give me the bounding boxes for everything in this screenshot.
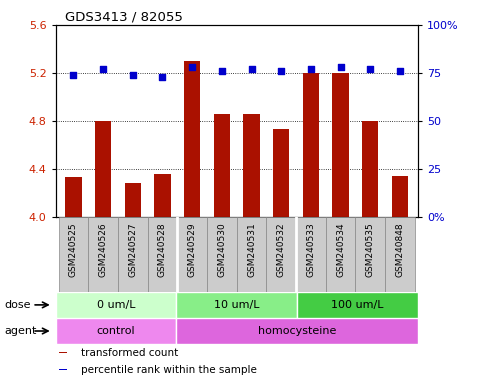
Point [158,74,166,80]
Text: GSM240533: GSM240533 [306,222,315,277]
Bar [392,176,408,217]
Bar [273,129,289,217]
Point [218,68,226,74]
Bar [213,114,230,217]
Bar [95,121,111,217]
Bar [59,369,67,371]
Text: 0 um/L: 0 um/L [97,300,135,310]
Bar [56,292,176,318]
Text: dose: dose [5,300,31,310]
Bar [303,73,319,217]
Text: GSM240848: GSM240848 [396,222,404,277]
Text: GSM240530: GSM240530 [217,222,227,277]
Bar [56,318,176,344]
Bar [385,217,415,292]
Bar [176,292,297,318]
Text: GDS3413 / 82055: GDS3413 / 82055 [65,10,183,23]
Bar [237,217,266,292]
Text: GSM240526: GSM240526 [99,222,108,277]
Bar [362,121,379,217]
Text: homocysteine: homocysteine [258,326,336,336]
Point [277,68,285,74]
Bar [65,177,82,217]
Text: agent: agent [5,326,37,336]
Point [337,64,344,70]
Bar [332,73,349,217]
Bar [326,217,355,292]
Text: 10 um/L: 10 um/L [214,300,259,310]
Point [367,66,374,72]
Bar [184,61,200,217]
Bar [88,217,118,292]
Bar [266,217,296,292]
Bar [176,318,418,344]
Point [99,66,107,72]
Bar [355,217,385,292]
Bar [296,217,326,292]
Text: GSM240532: GSM240532 [277,222,286,277]
Text: GSM240535: GSM240535 [366,222,375,277]
Text: transformed count: transformed count [81,348,178,358]
Text: 100 um/L: 100 um/L [331,300,384,310]
Bar [297,292,418,318]
Text: GSM240528: GSM240528 [158,222,167,277]
Text: GSM240531: GSM240531 [247,222,256,277]
Bar [148,217,177,292]
Point [396,68,404,74]
Bar [58,217,88,292]
Bar [177,217,207,292]
Bar [118,217,148,292]
Bar [125,184,141,217]
Bar [243,114,260,217]
Text: control: control [97,326,135,336]
Point [188,64,196,70]
Text: GSM240534: GSM240534 [336,222,345,277]
Text: GSM240525: GSM240525 [69,222,78,277]
Bar [59,352,67,353]
Point [129,72,137,78]
Point [248,66,256,72]
Point [307,66,315,72]
Bar [207,217,237,292]
Text: percentile rank within the sample: percentile rank within the sample [81,365,257,375]
Point [70,72,77,78]
Text: GSM240529: GSM240529 [187,222,197,277]
Text: GSM240527: GSM240527 [128,222,137,277]
Bar [154,174,170,217]
